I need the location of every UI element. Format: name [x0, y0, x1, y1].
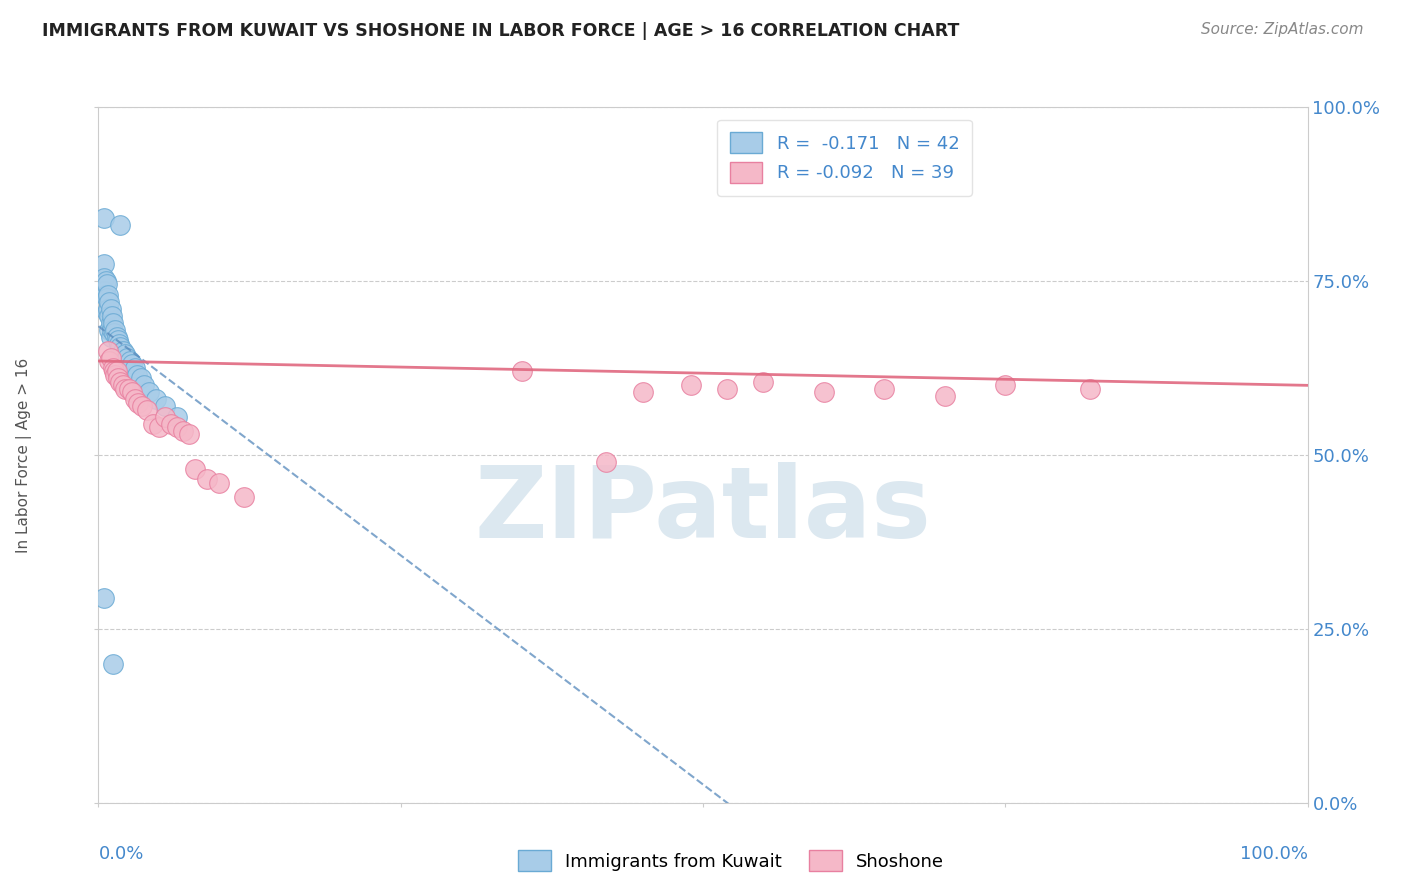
Point	[108, 375, 131, 389]
Point	[716, 382, 738, 396]
Point	[111, 378, 134, 392]
Point	[631, 385, 654, 400]
Point	[97, 343, 120, 358]
Point	[121, 358, 143, 372]
Point	[510, 364, 533, 378]
Point	[873, 382, 896, 396]
Point	[752, 375, 775, 389]
Point	[93, 256, 115, 270]
Point	[94, 274, 117, 288]
Point	[121, 385, 143, 400]
Point	[93, 285, 115, 299]
Text: 0.0%: 0.0%	[98, 845, 143, 863]
Point	[135, 402, 157, 417]
Point	[108, 336, 131, 351]
Point	[1078, 382, 1101, 396]
Point	[104, 368, 127, 382]
Point	[153, 399, 176, 413]
Point	[232, 490, 254, 504]
Legend: R =  -0.171   N = 42, R = -0.092   N = 39: R = -0.171 N = 42, R = -0.092 N = 39	[717, 120, 972, 195]
Point	[111, 343, 134, 358]
Point	[108, 340, 131, 354]
Point	[595, 455, 617, 469]
Point	[97, 301, 120, 316]
Point	[127, 396, 149, 410]
Point	[179, 427, 201, 442]
Point	[96, 291, 118, 305]
Point	[107, 371, 129, 385]
Point	[100, 329, 122, 343]
Point	[813, 385, 835, 400]
Point	[148, 420, 170, 434]
Point	[118, 382, 141, 396]
Point	[93, 211, 115, 226]
Point	[98, 323, 121, 337]
Point	[114, 347, 136, 361]
Point	[101, 316, 124, 330]
Point	[184, 462, 207, 476]
Point	[98, 354, 121, 368]
Point	[103, 364, 125, 378]
Point	[96, 277, 118, 292]
Point	[93, 270, 115, 285]
Point	[145, 392, 167, 407]
Point	[100, 309, 122, 323]
Text: ZIPatlas: ZIPatlas	[475, 462, 931, 559]
Point	[100, 316, 122, 330]
Point	[100, 323, 122, 337]
Point	[97, 288, 120, 302]
Point	[114, 382, 136, 396]
Text: In Labor Force | Age > 16: In Labor Force | Age > 16	[15, 358, 32, 552]
Point	[160, 417, 183, 431]
Point	[166, 420, 188, 434]
Point	[104, 323, 127, 337]
Point	[101, 360, 124, 375]
Point	[134, 378, 156, 392]
Point	[129, 371, 152, 385]
Point	[93, 591, 115, 605]
Point	[172, 424, 194, 438]
Point	[994, 378, 1017, 392]
Point	[108, 219, 131, 233]
Point	[96, 305, 118, 319]
Point	[103, 326, 125, 340]
Point	[98, 309, 121, 323]
Point	[679, 378, 702, 392]
Point	[153, 409, 176, 424]
Point	[94, 288, 117, 302]
Point	[127, 368, 149, 382]
Point	[138, 385, 160, 400]
Text: IMMIGRANTS FROM KUWAIT VS SHOSHONE IN LABOR FORCE | AGE > 16 CORRELATION CHART: IMMIGRANTS FROM KUWAIT VS SHOSHONE IN LA…	[42, 22, 959, 40]
Legend: Immigrants from Kuwait, Shoshone: Immigrants from Kuwait, Shoshone	[510, 843, 952, 879]
Point	[142, 417, 165, 431]
Point	[101, 657, 124, 671]
Point	[117, 351, 139, 365]
Text: Source: ZipAtlas.com: Source: ZipAtlas.com	[1201, 22, 1364, 37]
Point	[131, 399, 153, 413]
Text: 100.0%: 100.0%	[1240, 845, 1308, 863]
Point	[124, 360, 146, 375]
Point	[107, 333, 129, 347]
Point	[166, 409, 188, 424]
Point	[105, 364, 128, 378]
Point	[100, 301, 122, 316]
Point	[100, 351, 122, 365]
Point	[105, 329, 128, 343]
Point	[124, 392, 146, 407]
Point	[934, 389, 956, 403]
Point	[208, 475, 231, 490]
Point	[98, 294, 121, 309]
Point	[195, 472, 218, 486]
Point	[118, 354, 141, 368]
